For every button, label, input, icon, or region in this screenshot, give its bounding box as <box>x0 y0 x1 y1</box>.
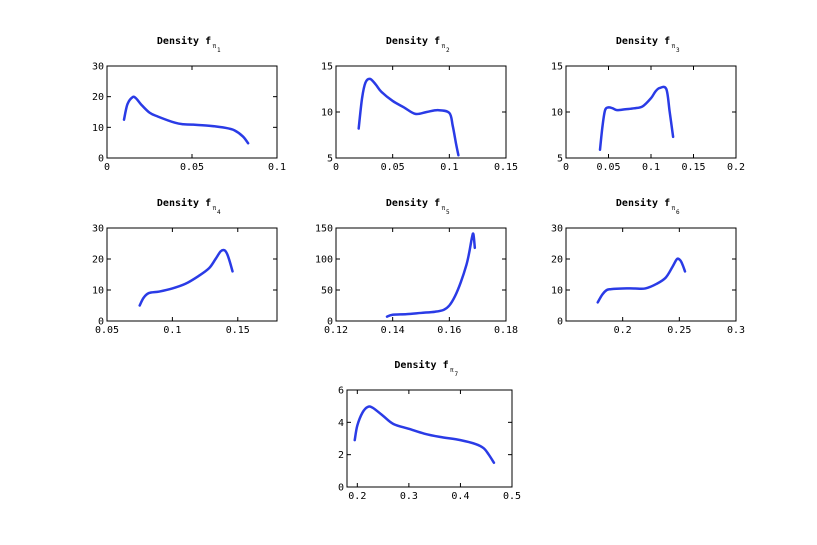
x-tick-label: 0.5 <box>503 491 521 502</box>
title-subscript-index: 3 <box>676 47 680 54</box>
x-tick-label: 0.14 <box>381 325 405 336</box>
plot-frame <box>106 65 278 159</box>
y-tick-label: 20 <box>551 255 563 266</box>
density-curve <box>138 248 234 307</box>
chart-title: Density f <box>157 35 211 47</box>
x-tick-label: 0.05 <box>381 162 405 173</box>
x-tick-label: 0.1 <box>268 162 286 173</box>
density-curve <box>122 95 250 145</box>
subplot-6: 0.2 0.25 0.3 0 10 20 30 Density f π6 <box>551 197 745 336</box>
x-tick-label: 0.16 <box>437 325 461 336</box>
title-subscript-symbol: π <box>212 205 216 212</box>
chart-title: Density f <box>616 197 670 209</box>
y-tick-label: 0 <box>557 317 563 328</box>
y-tick-label: 0 <box>327 317 333 328</box>
x-tick-label: 0.25 <box>667 325 691 336</box>
x-tick-label: 0.1 <box>642 162 660 173</box>
density-curve <box>598 85 675 151</box>
y-tick-label: 100 <box>315 255 333 266</box>
y-tick-label: 5 <box>327 154 333 165</box>
x-tick-label: 0.05 <box>596 162 620 173</box>
subplot-4: 0.05 0.1 0.15 0 10 20 30 Density f π4 <box>92 197 278 336</box>
y-tick-label: 20 <box>92 255 104 266</box>
y-tick-label: 10 <box>551 108 563 119</box>
chart-title: Density f <box>386 35 440 47</box>
plot-frame <box>335 65 507 159</box>
y-tick-label: 4 <box>338 418 344 429</box>
y-tick-label: 6 <box>338 386 344 397</box>
chart-title: Density f <box>616 35 670 47</box>
y-tick-label: 30 <box>92 62 104 73</box>
density-curve <box>596 257 687 304</box>
subplot-5: 0.12 0.14 0.16 0.18 0 50 100 150 Density f π5 <box>315 197 518 336</box>
x-tick-label: 0.3 <box>400 491 418 502</box>
density-curve <box>353 405 496 464</box>
title-subscript-index: 2 <box>446 47 450 54</box>
x-tick-label: 0.3 <box>727 325 745 336</box>
y-tick-label: 10 <box>92 123 104 134</box>
y-tick-label: 2 <box>338 450 344 461</box>
chart-title: Density f <box>394 359 448 371</box>
x-tick-label: 0.4 <box>451 491 469 502</box>
y-tick-label: 0 <box>98 317 104 328</box>
y-tick-label: 5 <box>557 154 563 165</box>
subplot-1: 0 0.05 0.1 0 10 20 30 Density f π1 <box>92 35 286 173</box>
x-tick-label: 0.2 <box>614 325 632 336</box>
plot-frame <box>346 389 513 488</box>
chart-title: Density f <box>157 197 211 209</box>
x-tick-label: 0.1 <box>163 325 181 336</box>
x-tick-label: 0.15 <box>226 325 250 336</box>
title-subscript-symbol: π <box>671 205 675 212</box>
x-tick-label: 0.15 <box>494 162 518 173</box>
x-tick-label: 0.1 <box>440 162 458 173</box>
x-tick-label: 0.15 <box>681 162 705 173</box>
title-subscript-symbol: π <box>441 205 445 212</box>
y-tick-label: 50 <box>321 286 333 297</box>
plot-frame <box>335 227 507 322</box>
subplot-2: 0 0.05 0.1 0.15 5 10 15 Density f π2 <box>321 35 518 173</box>
x-tick-label: 0.2 <box>727 162 745 173</box>
plot-frame <box>106 227 278 322</box>
subplot-3: 0 0.05 0.1 0.15 0.2 5 10 15 Density f π3 <box>551 35 745 173</box>
density-curve <box>385 232 477 318</box>
plot-frame <box>565 227 737 322</box>
x-tick-label: 0.18 <box>494 325 518 336</box>
x-tick-label: 0 <box>333 162 339 173</box>
title-subscript-index: 7 <box>454 371 458 378</box>
y-tick-label: 30 <box>92 224 104 235</box>
density-curve <box>357 77 460 157</box>
chart-title: Density f <box>386 197 440 209</box>
y-tick-label: 30 <box>551 224 563 235</box>
plot-frame <box>565 65 737 159</box>
y-tick-label: 15 <box>551 62 563 73</box>
title-subscript-index: 5 <box>446 209 450 216</box>
title-subscript-index: 6 <box>676 209 680 216</box>
x-tick-label: 0.05 <box>180 162 204 173</box>
title-subscript-symbol: π <box>671 43 675 50</box>
title-subscript-index: 1 <box>217 47 221 54</box>
x-tick-label: 0.12 <box>324 325 348 336</box>
title-subscript-index: 4 <box>217 209 221 216</box>
y-tick-label: 20 <box>92 92 104 103</box>
title-subscript-symbol: π <box>212 43 216 50</box>
y-tick-label: 150 <box>315 224 333 235</box>
subplot-7: 0.2 0.3 0.4 0.5 0 2 4 6 Density f π7 <box>338 359 521 502</box>
y-tick-label: 0 <box>98 154 104 165</box>
y-tick-label: 10 <box>321 108 333 119</box>
y-tick-label: 0 <box>338 483 344 494</box>
title-subscript-symbol: π <box>441 43 445 50</box>
x-tick-label: 0.2 <box>348 491 366 502</box>
title-subscript-symbol: π <box>450 367 454 374</box>
x-tick-label: 0 <box>104 162 110 173</box>
y-tick-label: 10 <box>92 286 104 297</box>
y-tick-label: 10 <box>551 286 563 297</box>
x-tick-label: 0 <box>563 162 569 173</box>
x-tick-label: 0.05 <box>95 325 119 336</box>
y-tick-label: 15 <box>321 62 333 73</box>
